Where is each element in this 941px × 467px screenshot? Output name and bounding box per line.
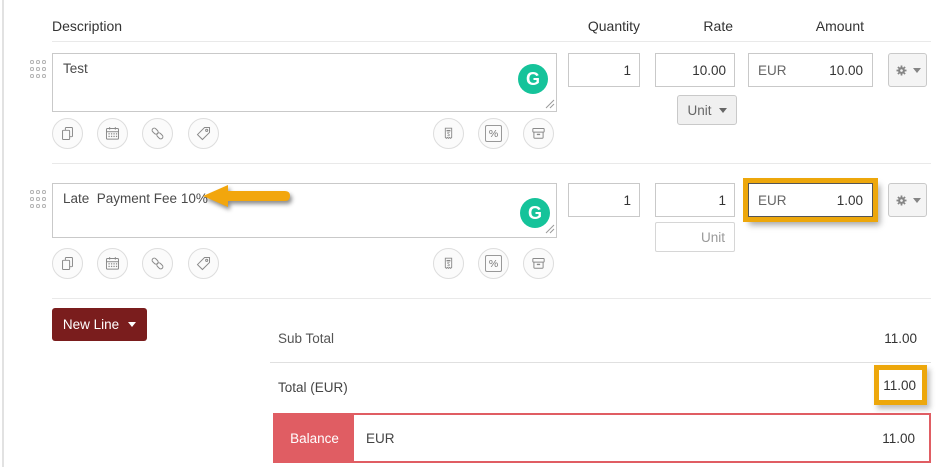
column-header-rate: Rate xyxy=(703,18,733,34)
amount-currency: EUR xyxy=(758,192,787,208)
link-line-button[interactable] xyxy=(142,248,173,279)
balance-row: Balance EUR 11.00 xyxy=(273,413,931,463)
column-header-amount: Amount xyxy=(815,18,864,34)
grammarly-icon[interactable]: G xyxy=(518,64,548,94)
balance-value: 11.00 xyxy=(882,430,915,446)
link-icon xyxy=(151,257,164,270)
total-value-highlighted: 11.00 xyxy=(874,365,927,405)
total-value: 11.00 xyxy=(883,377,916,393)
total-label: Total (EUR) xyxy=(278,380,348,395)
tag-line-button[interactable] xyxy=(188,118,219,149)
new-line-button[interactable]: New Line xyxy=(52,308,147,341)
receipt-glyph: $ xyxy=(447,262,450,268)
amount-value: 10.00 xyxy=(829,62,863,78)
quantity-input[interactable] xyxy=(568,183,640,217)
caret-down-icon xyxy=(718,107,727,113)
section-divider xyxy=(52,298,931,299)
panel-left-border xyxy=(2,0,4,467)
grammarly-icon[interactable]: G xyxy=(520,198,550,228)
sub-total-label: Sub Total xyxy=(278,331,335,346)
discount-line-button[interactable]: % xyxy=(478,118,509,149)
gear-icon xyxy=(896,65,907,75)
caret-down-icon xyxy=(913,197,921,203)
archive-box-icon xyxy=(532,258,545,269)
line-settings-button[interactable] xyxy=(888,53,927,87)
annotation-arrow-icon xyxy=(203,185,290,207)
calendar-icon xyxy=(105,257,120,270)
new-line-label: New Line xyxy=(62,317,120,332)
copy-icon xyxy=(62,126,73,141)
calendar-icon xyxy=(105,127,120,140)
column-header-quantity: Quantity xyxy=(587,18,640,34)
description-textarea[interactable]: Test xyxy=(52,53,557,112)
receipt-glyph: $ xyxy=(447,132,450,138)
receipt-icon: $ xyxy=(444,257,453,270)
amount-field: EUR 10.00 xyxy=(748,53,873,87)
amount-value: 1.00 xyxy=(836,192,863,208)
caret-down-icon xyxy=(128,322,137,327)
totals-divider xyxy=(270,362,931,363)
unit-select[interactable]: Unit xyxy=(677,95,737,125)
copy-line-button[interactable] xyxy=(52,118,83,149)
balance-badge: Balance xyxy=(275,415,354,461)
resize-handle-icon[interactable] xyxy=(545,224,555,234)
grammarly-letter: G xyxy=(525,68,540,89)
drag-handle[interactable] xyxy=(30,190,46,208)
percent-icon: % xyxy=(485,125,502,142)
billable-line-button[interactable]: $ xyxy=(433,118,464,149)
link-icon xyxy=(151,127,164,140)
stock-line-button[interactable] xyxy=(523,248,554,279)
tag-icon xyxy=(196,256,211,271)
archive-box-icon xyxy=(532,128,545,139)
sub-total-value: 11.00 xyxy=(884,331,917,346)
stock-line-button[interactable] xyxy=(523,118,554,149)
line-settings-button[interactable] xyxy=(888,183,927,217)
date-line-button[interactable] xyxy=(97,118,128,149)
unit-select-label: Unit xyxy=(687,102,712,118)
percent-icon: % xyxy=(485,255,502,272)
rate-input[interactable] xyxy=(655,183,735,217)
tag-icon xyxy=(196,126,211,141)
grammarly-letter: G xyxy=(527,202,542,223)
amount-field-highlighted: EUR 1.00 xyxy=(748,183,873,217)
date-line-button[interactable] xyxy=(97,248,128,279)
balance-currency: EUR xyxy=(366,430,395,446)
column-header-description: Description xyxy=(52,18,123,34)
description-textarea[interactable]: Late Payment Fee 10% xyxy=(52,183,557,238)
amount-currency: EUR xyxy=(758,62,787,78)
header-divider xyxy=(52,41,931,42)
gear-icon xyxy=(896,195,907,205)
row-divider xyxy=(52,163,931,164)
resize-handle-icon[interactable] xyxy=(545,99,555,109)
copy-icon xyxy=(62,256,73,271)
billable-line-button[interactable]: $ xyxy=(433,248,464,279)
drag-handle[interactable] xyxy=(30,60,46,78)
rate-input[interactable] xyxy=(655,53,735,87)
caret-down-icon xyxy=(913,67,921,73)
link-line-button[interactable] xyxy=(142,118,173,149)
quantity-input[interactable] xyxy=(568,53,640,87)
receipt-icon: $ xyxy=(444,127,453,140)
tag-line-button[interactable] xyxy=(188,248,219,279)
copy-line-button[interactable] xyxy=(52,248,83,279)
discount-line-button[interactable]: % xyxy=(478,248,509,279)
unit-input[interactable] xyxy=(655,222,735,252)
